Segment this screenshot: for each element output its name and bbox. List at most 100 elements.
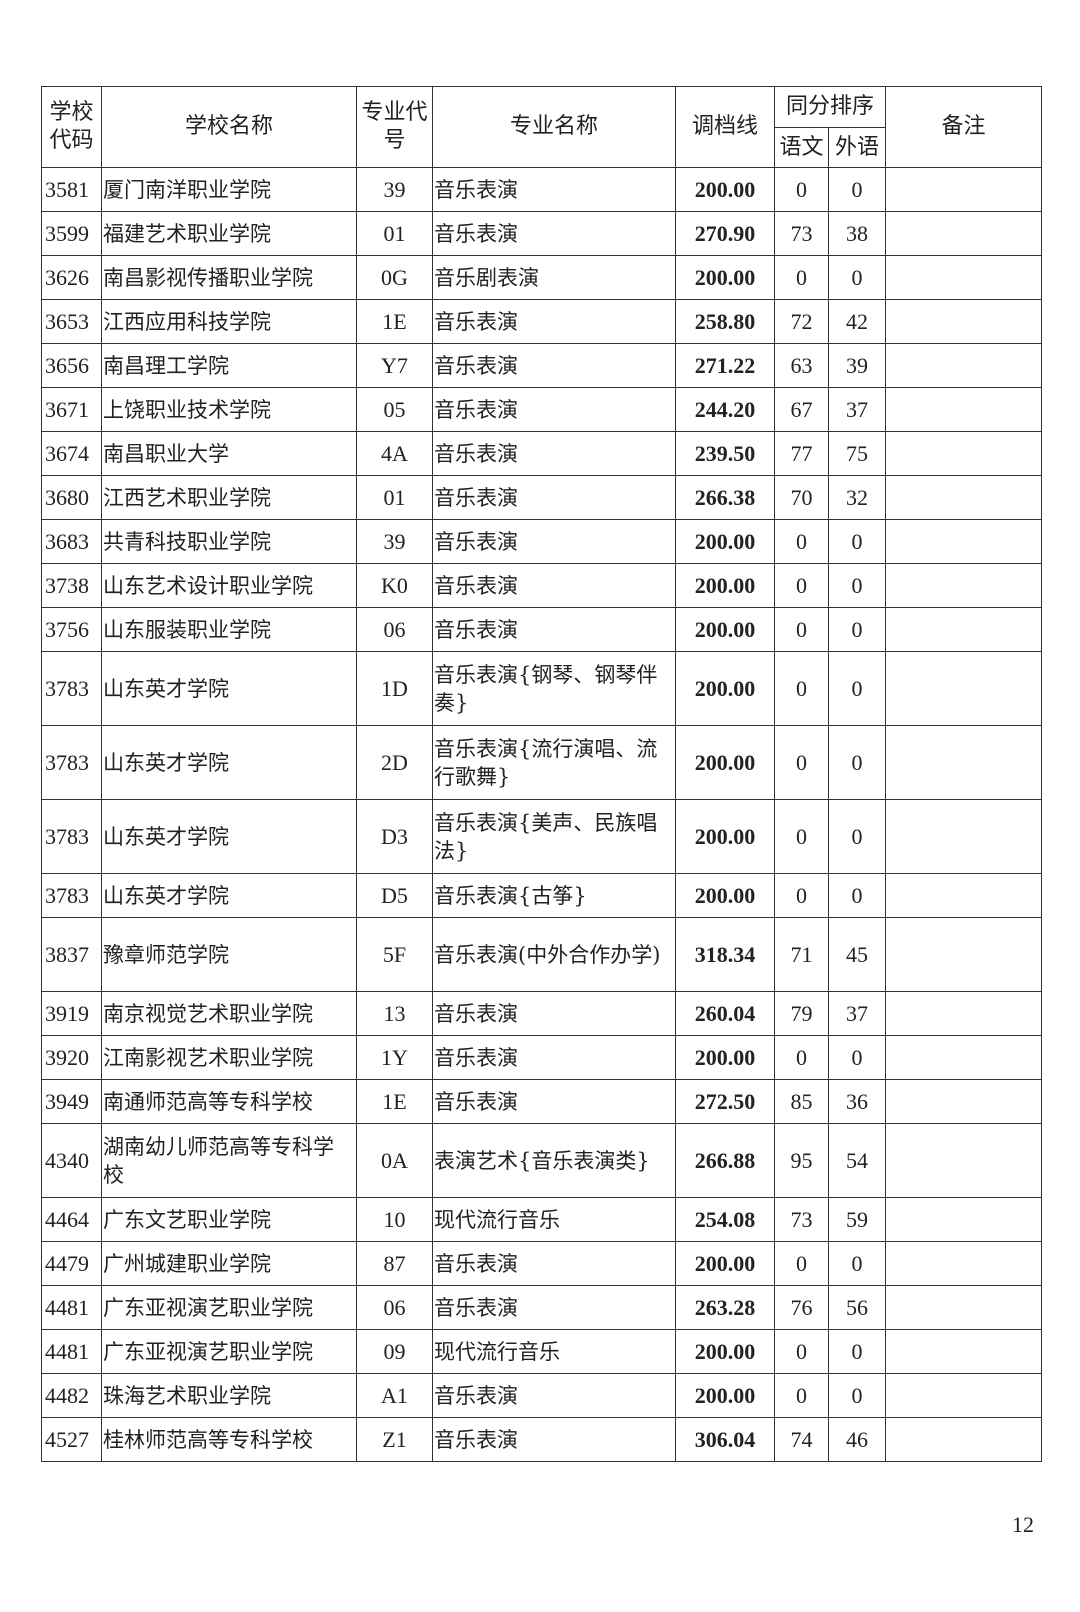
header-major-code: 专业代号 xyxy=(356,86,433,168)
major-code-cell: 1Y xyxy=(356,1035,433,1080)
table-row: 3756 山东服装职业学院 06 音乐表演 200.00 0 0 xyxy=(41,607,1043,652)
school-name-cell: 山东英才学院 xyxy=(101,725,357,800)
chinese-rank-cell: 0 xyxy=(774,519,829,564)
major-name-cell: 音乐表演{钢琴、钢琴伴奏} xyxy=(432,651,676,726)
major-code-cell: D5 xyxy=(356,873,433,918)
school-name-cell: 南京视觉艺术职业学院 xyxy=(101,991,357,1036)
major-code-cell: Y7 xyxy=(356,343,433,388)
table-row: 3783 山东英才学院 D5 音乐表演{古筝} 200.00 0 0 xyxy=(41,873,1043,918)
school-code-cell: 3756 xyxy=(41,607,102,652)
chinese-rank-cell: 79 xyxy=(774,991,829,1036)
school-name-cell: 上饶职业技术学院 xyxy=(101,387,357,432)
line-score-cell: 200.00 xyxy=(675,1329,775,1374)
school-code-cell: 3783 xyxy=(41,651,102,726)
remark-cell xyxy=(885,519,1043,564)
major-name-cell: 音乐剧表演 xyxy=(432,255,676,300)
line-score-cell: 200.00 xyxy=(675,607,775,652)
foreign-rank-cell: 0 xyxy=(827,255,887,300)
major-name-cell: 音乐表演(中外合作办学) xyxy=(432,917,676,992)
chinese-rank-cell: 71 xyxy=(774,917,829,992)
school-name-cell: 江西艺术职业学院 xyxy=(101,475,357,520)
major-code-cell: A1 xyxy=(356,1373,433,1418)
foreign-rank-cell: 0 xyxy=(827,725,887,800)
line-score-cell: 271.22 xyxy=(675,343,775,388)
line-score-cell: 200.00 xyxy=(675,167,775,212)
major-code-cell: 2D xyxy=(356,725,433,800)
line-score-cell: 254.08 xyxy=(675,1197,775,1242)
foreign-rank-cell: 39 xyxy=(827,343,887,388)
major-code-cell: 1E xyxy=(356,1079,433,1124)
major-name-cell: 音乐表演{美声、民族唱法} xyxy=(432,799,676,874)
chinese-rank-cell: 67 xyxy=(774,387,829,432)
line-score-cell: 306.04 xyxy=(675,1417,775,1462)
school-code-cell: 3680 xyxy=(41,475,102,520)
major-name-cell: 音乐表演 xyxy=(432,1417,676,1462)
foreign-rank-cell: 37 xyxy=(827,991,887,1036)
school-name-cell: 豫章师范学院 xyxy=(101,917,357,992)
remark-cell xyxy=(885,211,1043,256)
chinese-rank-cell: 0 xyxy=(774,255,829,300)
major-name-cell: 音乐表演{古筝} xyxy=(432,873,676,918)
school-name-cell: 桂林师范高等专科学校 xyxy=(101,1417,357,1462)
school-name-cell: 南昌理工学院 xyxy=(101,343,357,388)
school-code-cell: 3949 xyxy=(41,1079,102,1124)
remark-cell xyxy=(885,167,1043,212)
school-name-cell: 山东英才学院 xyxy=(101,873,357,918)
major-code-cell: 1E xyxy=(356,299,433,344)
table-row: 4527 桂林师范高等专科学校 Z1 音乐表演 306.04 74 46 xyxy=(41,1417,1043,1462)
school-name-cell: 山东英才学院 xyxy=(101,651,357,726)
foreign-rank-cell: 38 xyxy=(827,211,887,256)
foreign-rank-cell: 0 xyxy=(827,651,887,726)
major-name-cell: 音乐表演 xyxy=(432,1079,676,1124)
major-name-cell: 音乐表演 xyxy=(432,1241,676,1286)
foreign-rank-cell: 0 xyxy=(827,1035,887,1080)
line-score-cell: 200.00 xyxy=(675,799,775,874)
school-code-cell: 4479 xyxy=(41,1241,102,1286)
school-name-cell: 南昌影视传播职业学院 xyxy=(101,255,357,300)
school-name-cell: 珠海艺术职业学院 xyxy=(101,1373,357,1418)
chinese-rank-cell: 0 xyxy=(774,563,829,608)
school-name-cell: 广州城建职业学院 xyxy=(101,1241,357,1286)
foreign-rank-cell: 0 xyxy=(827,1373,887,1418)
header-remark: 备注 xyxy=(885,86,1043,168)
foreign-rank-cell: 0 xyxy=(827,1241,887,1286)
line-score-cell: 200.00 xyxy=(675,1241,775,1286)
school-code-cell: 3783 xyxy=(41,799,102,874)
remark-cell xyxy=(885,1079,1043,1124)
major-name-cell: 音乐表演 xyxy=(432,167,676,212)
major-name-cell: 音乐表演 xyxy=(432,475,676,520)
line-score-cell: 263.28 xyxy=(675,1285,775,1330)
chinese-rank-cell: 0 xyxy=(774,651,829,726)
major-name-cell: 音乐表演 xyxy=(432,387,676,432)
line-score-cell: 239.50 xyxy=(675,431,775,476)
foreign-rank-cell: 59 xyxy=(827,1197,887,1242)
table-row: 4340 湖南幼儿师范高等专科学校 0A 表演艺术{音乐表演类} 266.88 95 54 xyxy=(41,1123,1043,1198)
school-code-cell: 3671 xyxy=(41,387,102,432)
chinese-rank-cell: 0 xyxy=(774,799,829,874)
chinese-rank-cell: 85 xyxy=(774,1079,829,1124)
table-row: 3656 南昌理工学院 Y7 音乐表演 271.22 63 39 xyxy=(41,343,1043,388)
chinese-rank-cell: 73 xyxy=(774,1197,829,1242)
major-name-cell: 音乐表演 xyxy=(432,519,676,564)
major-code-cell: 01 xyxy=(356,211,433,256)
school-code-cell: 3656 xyxy=(41,343,102,388)
chinese-rank-cell: 74 xyxy=(774,1417,829,1462)
major-name-cell: 音乐表演 xyxy=(432,343,676,388)
foreign-rank-cell: 75 xyxy=(827,431,887,476)
table-row: 3783 山东英才学院 1D 音乐表演{钢琴、钢琴伴奏} 200.00 0 0 xyxy=(41,651,1043,726)
school-name-cell: 山东艺术设计职业学院 xyxy=(101,563,357,608)
school-name-cell: 江西应用科技学院 xyxy=(101,299,357,344)
chinese-rank-cell: 0 xyxy=(774,873,829,918)
foreign-rank-cell: 0 xyxy=(827,167,887,212)
remark-cell xyxy=(885,1197,1043,1242)
remark-cell xyxy=(885,1329,1043,1374)
major-name-cell: 音乐表演 xyxy=(432,1285,676,1330)
major-code-cell: 87 xyxy=(356,1241,433,1286)
line-score-cell: 200.00 xyxy=(675,519,775,564)
chinese-rank-cell: 0 xyxy=(774,1241,829,1286)
major-code-cell: 05 xyxy=(356,387,433,432)
table-row: 3783 山东英才学院 D3 音乐表演{美声、民族唱法} 200.00 0 0 xyxy=(41,799,1043,874)
line-score-cell: 244.20 xyxy=(675,387,775,432)
line-score-cell: 200.00 xyxy=(675,651,775,726)
major-name-cell: 音乐表演{流行演唱、流行歌舞} xyxy=(432,725,676,800)
